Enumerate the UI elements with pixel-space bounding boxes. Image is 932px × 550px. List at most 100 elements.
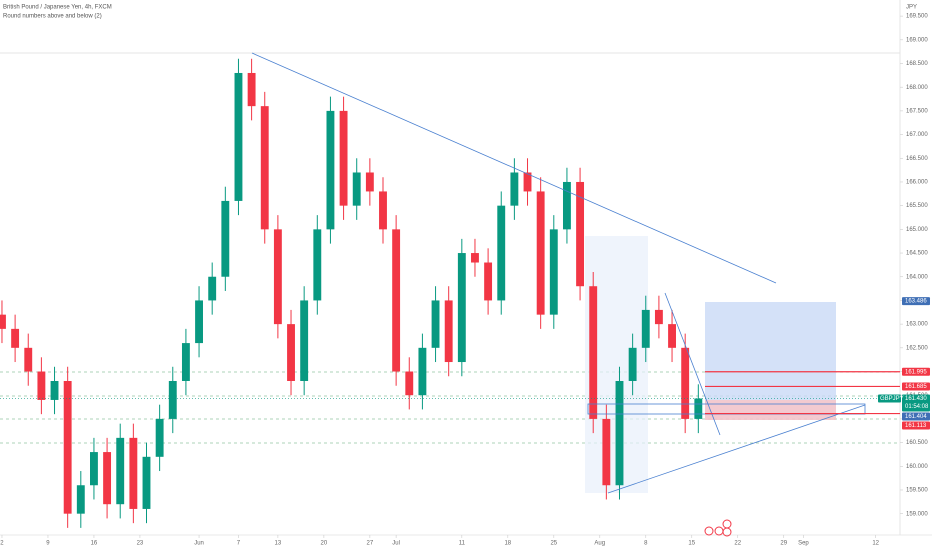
x-tick-label: Sep <box>798 541 809 547</box>
candle-body <box>168 380 177 419</box>
price-badge <box>902 297 930 306</box>
price-badge-label: 161.404 <box>905 414 927 420</box>
candle-body <box>668 324 676 348</box>
candle-body <box>694 398 703 419</box>
trendline <box>607 404 866 494</box>
plot <box>0 58 703 528</box>
candle-body <box>142 456 151 509</box>
price-badge <box>902 412 930 421</box>
price-badge-label: 161.113 <box>905 423 927 429</box>
x-tick-label: 27 <box>367 541 374 547</box>
candle-body <box>457 253 466 363</box>
x-tick-label: 22 <box>734 541 741 547</box>
x-tick-label: 18 <box>504 541 511 547</box>
x-tick-label: 13 <box>275 541 282 547</box>
y-tick-label: 163.000 <box>906 322 928 328</box>
candle-body <box>103 452 112 505</box>
y-tick-label: 164.500 <box>906 251 928 257</box>
x-tick-label: 23 <box>137 541 144 547</box>
y-tick-label: 162.500 <box>906 345 928 351</box>
price-badge-label: 161.430 <box>905 396 927 402</box>
x-tick-label: 11 <box>459 541 466 547</box>
candle-body <box>63 380 72 514</box>
candle-body <box>405 371 414 396</box>
y-tick-label: 160.000 <box>906 464 928 470</box>
symbol-tag <box>878 394 901 403</box>
price-badge-label: 161.685 <box>905 384 927 390</box>
candle-body <box>208 276 217 301</box>
chart-title: British Pound / Japanese Yen, 4h, FXCM <box>3 5 112 11</box>
x-tick-label: Jun <box>194 541 204 547</box>
x-tick-label: Jul <box>392 541 400 547</box>
candle-body <box>471 253 479 263</box>
trendline <box>664 292 721 436</box>
x-tick-label: 15 <box>688 541 695 547</box>
x-tick-label: 20 <box>321 541 328 547</box>
y-tick-label: 166.000 <box>906 180 928 186</box>
y-tick-label: 167.000 <box>906 132 928 138</box>
candle-body <box>444 300 453 363</box>
candle-body <box>313 229 322 301</box>
target-zone <box>705 302 836 400</box>
y-tick-label: 166.500 <box>906 156 928 162</box>
x-tick-label: 2 <box>0 541 4 547</box>
price-badge-label: 163.486 <box>905 299 927 305</box>
x-tick-label: 12 <box>872 541 879 547</box>
candle-body <box>628 347 637 381</box>
candle-body <box>549 229 558 315</box>
x-tick-label: 29 <box>780 541 787 547</box>
candle-body <box>418 347 427 396</box>
y-tick-label: 160.500 <box>906 440 928 446</box>
candle-body <box>681 347 690 419</box>
candle-body <box>116 437 125 505</box>
y-tick-label: 159.000 <box>906 511 928 517</box>
x-tick-label: 7 <box>237 541 241 547</box>
candle-body <box>576 181 585 287</box>
candle-body <box>11 328 20 348</box>
event-icon <box>704 526 714 536</box>
candle-body <box>155 418 164 457</box>
candle-body <box>379 191 387 230</box>
y-tick-label: 168.000 <box>906 85 928 91</box>
y-tick-label: 168.500 <box>906 61 928 67</box>
y-tick-label: 167.500 <box>906 108 928 114</box>
y-tick-label: 159.500 <box>906 488 928 494</box>
countdown: 01:54:08 <box>905 404 929 410</box>
trendline <box>251 52 777 284</box>
x-tick-label: 16 <box>91 541 98 547</box>
candle-body <box>195 300 203 344</box>
candle-body <box>326 110 335 230</box>
candle-body <box>484 262 493 301</box>
x-tick-label: Aug <box>594 541 605 547</box>
y-tick-label: 164.000 <box>906 274 928 280</box>
x-tick-label: 8 <box>644 541 648 547</box>
candle-body <box>641 309 650 348</box>
candle-body <box>392 229 401 372</box>
candle-body <box>339 110 348 206</box>
subtitle: Round numbers above and below (2) <box>3 14 102 20</box>
candle-body <box>562 181 571 230</box>
x-tick-label: 25 <box>550 541 557 547</box>
candle-body <box>602 418 611 486</box>
candle-body <box>300 300 309 381</box>
y-tick-label: 165.000 <box>906 227 928 233</box>
candle-body <box>273 229 282 325</box>
candle-body <box>287 324 295 381</box>
candle-body <box>510 172 519 206</box>
candle-body <box>615 380 624 486</box>
candle-body <box>0 314 6 329</box>
candle-body <box>654 309 663 325</box>
candle-body <box>523 172 532 192</box>
y-tick-label: 169.500 <box>906 14 928 20</box>
candle-body <box>24 347 33 372</box>
candle-body <box>589 286 598 419</box>
candle-body <box>352 172 361 206</box>
price-badge <box>902 382 930 391</box>
candle-body <box>90 452 98 486</box>
candle-body <box>497 205 506 301</box>
candle-body <box>181 343 190 381</box>
symbol-label: GBPJPY <box>880 396 904 402</box>
candle-body <box>260 106 269 230</box>
price-badge <box>902 394 930 412</box>
